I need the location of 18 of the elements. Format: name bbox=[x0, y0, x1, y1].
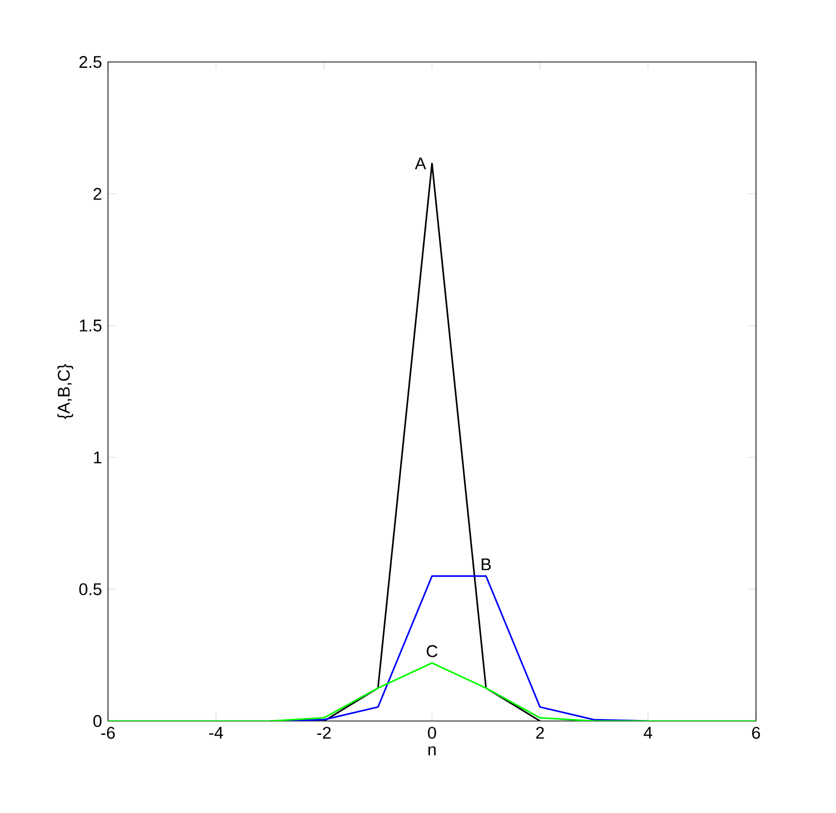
annotation: C bbox=[426, 645, 438, 658]
x-tick-label: -2 bbox=[317, 726, 331, 739]
y-tick-label: 0 bbox=[93, 715, 102, 727]
y-tick-label: 1.5 bbox=[80, 320, 102, 332]
x-tick-label: 0 bbox=[428, 726, 436, 739]
annotation: B bbox=[482, 558, 491, 570]
annotation: A bbox=[414, 158, 426, 170]
y-tick-label: 2 bbox=[94, 188, 102, 200]
y-tick-label: 1 bbox=[94, 452, 102, 464]
x-tick-label: -6 bbox=[101, 726, 115, 739]
x-tick-label: -4 bbox=[209, 726, 224, 738]
x-axis-title: n bbox=[428, 746, 436, 756]
x-tick-label: 2 bbox=[536, 726, 544, 739]
y-tick-label: 0.5 bbox=[79, 583, 102, 596]
x-tick-label: 6 bbox=[752, 726, 760, 739]
y-axis-title: {A,B,C} bbox=[57, 364, 74, 419]
y-tick-label: 2.5 bbox=[79, 56, 102, 68]
x-tick-label: 4 bbox=[644, 726, 652, 738]
